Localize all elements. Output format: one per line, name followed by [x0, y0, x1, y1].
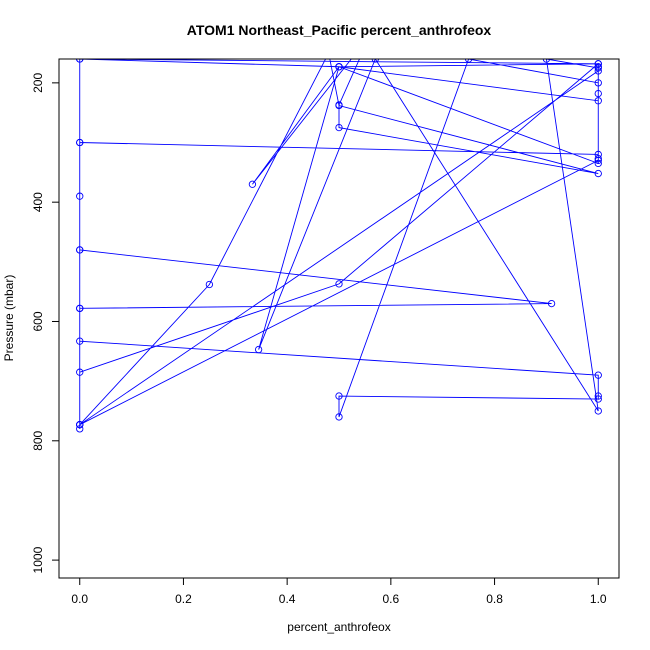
- x-tick-label: 0.6: [383, 592, 400, 606]
- x-axis: 0.0 0.2 0.4 0.6 0.8 1.0: [71, 577, 607, 606]
- data-point: [371, 59, 379, 63]
- data-point: [594, 156, 602, 165]
- data-point: [594, 154, 602, 163]
- data-point: [76, 192, 84, 200]
- y-axis-label: Pressure (mbar): [2, 275, 16, 362]
- data-point: [76, 304, 84, 313]
- y-tick-label: 200: [31, 73, 45, 93]
- x-axis-label: percent_anthrofeox: [287, 620, 390, 634]
- x-tick-label: 0.8: [486, 592, 503, 606]
- data-point: [594, 89, 602, 98]
- data-point: [594, 159, 602, 168]
- data-point: [335, 63, 343, 71]
- y-tick-label: 600: [31, 311, 45, 331]
- data-point: [594, 395, 602, 403]
- data-point: [594, 407, 602, 415]
- chart-title: ATOM1 Northeast_Pacific percent_anthrofe…: [187, 22, 492, 38]
- data-point: [464, 59, 473, 63]
- data-point: [76, 368, 84, 376]
- data-point: [248, 180, 257, 188]
- data-point: [76, 425, 84, 433]
- data-point: [76, 421, 84, 429]
- data-point: [335, 280, 343, 288]
- x-tick-label: 1.0: [590, 592, 607, 606]
- data-point: [205, 280, 214, 289]
- plot-frame: [58, 58, 620, 579]
- data-point: [594, 79, 602, 87]
- data-point: [335, 392, 343, 400]
- data-point: [325, 50, 331, 56]
- data-point: [594, 371, 602, 379]
- data-point: [335, 123, 343, 132]
- data-point: [542, 59, 551, 63]
- data-point: [76, 138, 84, 147]
- y-axis: 200 400 600 800 1000: [31, 73, 60, 573]
- data-point: [594, 64, 602, 72]
- data-point: [76, 59, 84, 63]
- data-point: [594, 60, 602, 68]
- series-layer: [76, 50, 602, 433]
- data-point: [594, 97, 602, 105]
- data-point: [254, 345, 263, 354]
- y-tick-label: 1000: [31, 546, 45, 573]
- data-point: [594, 67, 602, 75]
- x-tick-label: 0.2: [175, 592, 192, 606]
- series-line: [79, 59, 599, 429]
- data-point: [547, 299, 556, 308]
- data-point: [594, 169, 602, 178]
- data-point: [335, 413, 343, 421]
- y-tick-label: 400: [31, 192, 45, 212]
- y-tick-label: 800: [31, 430, 45, 450]
- data-point: [76, 246, 84, 254]
- data-point: [76, 337, 84, 345]
- x-tick-label: 0.0: [71, 592, 88, 606]
- data-point: [594, 392, 602, 400]
- x-tick-label: 0.4: [279, 592, 296, 606]
- data-point: [335, 101, 343, 110]
